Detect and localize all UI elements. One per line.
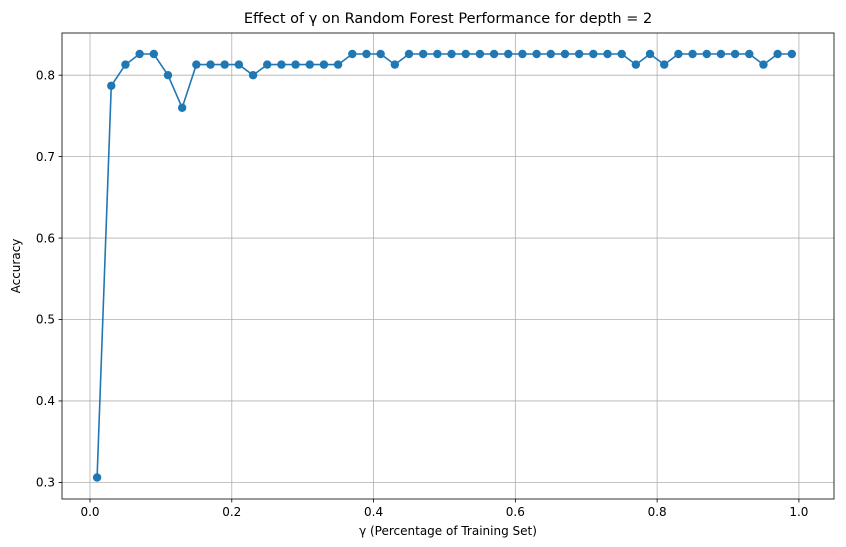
data-point — [220, 60, 229, 69]
data-point — [574, 49, 584, 59]
data-point — [688, 49, 697, 59]
y-tick-label: 0.3 — [36, 476, 55, 490]
data-point — [504, 49, 513, 59]
data-point — [660, 60, 669, 69]
data-point — [532, 49, 541, 59]
data-point — [433, 49, 442, 59]
data-point — [149, 49, 158, 59]
data-point — [177, 103, 187, 112]
data-point — [674, 49, 683, 59]
x-tick-label: 0.6 — [506, 505, 525, 519]
data-point — [135, 49, 144, 59]
x-tick-label: 0.2 — [222, 505, 241, 519]
data-point — [730, 49, 740, 59]
data-point — [263, 60, 272, 69]
x-axis-label: γ (Percentage of Training Set) — [359, 524, 537, 538]
x-tick-label: 1.0 — [789, 505, 808, 519]
data-point — [291, 60, 300, 69]
grid — [62, 33, 834, 499]
data-point — [745, 49, 754, 59]
data-point — [418, 49, 428, 59]
data-point — [631, 60, 641, 69]
data-point — [518, 49, 527, 59]
data-point — [277, 60, 286, 69]
data-point — [645, 49, 655, 59]
chart-title: Effect of γ on Random Forest Performance… — [244, 11, 652, 27]
data-point — [617, 49, 626, 59]
data-point — [589, 49, 598, 59]
data-series — [92, 49, 797, 482]
data-point — [305, 60, 314, 69]
y-tick-label: 0.7 — [36, 150, 55, 164]
data-point — [461, 49, 470, 59]
x-tick-label: 0.8 — [648, 505, 667, 519]
data-point — [206, 60, 215, 69]
data-point — [489, 49, 499, 59]
data-point — [121, 60, 130, 69]
data-point — [404, 49, 414, 59]
y-tick-label: 0.6 — [36, 231, 55, 245]
data-point — [560, 49, 570, 59]
data-point — [787, 49, 797, 59]
data-point — [546, 49, 555, 59]
data-point — [603, 49, 612, 59]
y-tick-label: 0.8 — [36, 68, 55, 82]
axes-ticks: 0.0 0.2 0.4 0.6 0.8 1.0 0.3 0.4 0.5 0.6 0.7 0.8 — [36, 68, 809, 519]
data-point — [773, 49, 782, 59]
data-point — [362, 49, 371, 59]
data-point — [716, 49, 726, 59]
data-point — [163, 70, 173, 80]
data-point — [333, 60, 343, 69]
data-point — [475, 49, 485, 59]
y-axis-label: Accuracy — [9, 239, 23, 294]
y-tick-label: 0.5 — [36, 313, 55, 327]
data-point — [92, 473, 102, 482]
data-point — [759, 60, 768, 69]
data-point — [248, 70, 258, 80]
data-point — [447, 49, 456, 59]
data-point — [234, 60, 244, 69]
y-tick-label: 0.4 — [36, 394, 55, 408]
plot-frame — [61, 32, 835, 500]
x-tick-label: 0.4 — [364, 505, 383, 519]
data-point — [107, 81, 116, 90]
data-point — [348, 49, 357, 59]
x-tick-label: 0.0 — [80, 505, 99, 519]
data-point — [376, 49, 385, 59]
data-point — [390, 60, 400, 69]
data-point — [319, 60, 329, 69]
data-point — [702, 49, 711, 59]
data-point — [192, 60, 201, 69]
